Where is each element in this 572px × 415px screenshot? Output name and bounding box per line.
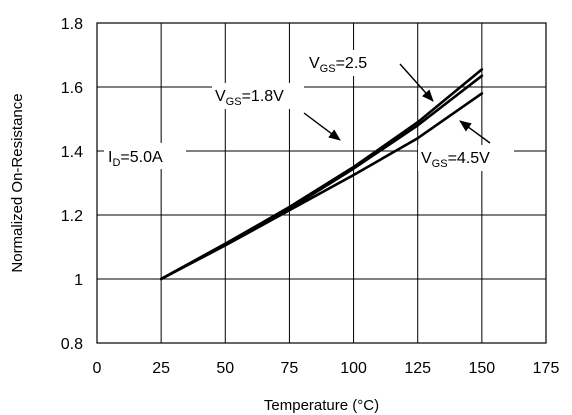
x-tick-label: 100 [340,360,367,377]
x-tick-label: 150 [469,360,496,377]
y-tick-label: 1.4 [61,144,83,161]
y-tick-label: 1.2 [61,208,83,225]
y-axis-title: Normalized On-Resistance [9,93,26,272]
series-line-3 [159,92,484,281]
x-tick-label: 0 [93,360,102,377]
x-tick-label: 50 [216,360,234,377]
id-annotation: ID=5.0A [108,149,163,169]
y-tick-label: 1.8 [61,16,83,33]
series-line-1 [159,68,484,281]
vgs-4-5-annotation-bg [418,145,514,171]
x-tick-label: 175 [533,360,560,377]
plot-frame [96,22,547,344]
y-tick-label: 1 [74,272,83,289]
vgs-4-5-arrow [459,120,491,144]
vgs-1-8-arrow [303,112,341,141]
x-tick-label: 25 [152,360,170,377]
vgs-1-8-annotation: VGS=1.8V [215,88,284,108]
series-group [159,68,484,281]
id-annotation-bg [104,143,186,169]
vgs-2-5-arrow [399,63,434,102]
vgs-2-5-annotation: VGS=2.5 [309,55,367,75]
series-line-2 [159,74,484,281]
x-tick-label: 125 [404,360,431,377]
x-axis-title: Temperature (°C) [264,397,379,414]
vgs-1-8-annotation-bg [212,83,304,109]
y-tick-label: 0.8 [61,336,83,353]
tick-labels: 0 25 50 75 100 125 150 175 0.8 1 1.2 1.4 1.6 1.8 [61,16,560,377]
vgs-2-5-annotation-bg [306,50,386,76]
y-tick-label: 1.6 [61,80,83,97]
x-tick-label: 75 [281,360,299,377]
vgs-4-5-annotation: VGS=4.5V [421,150,490,170]
